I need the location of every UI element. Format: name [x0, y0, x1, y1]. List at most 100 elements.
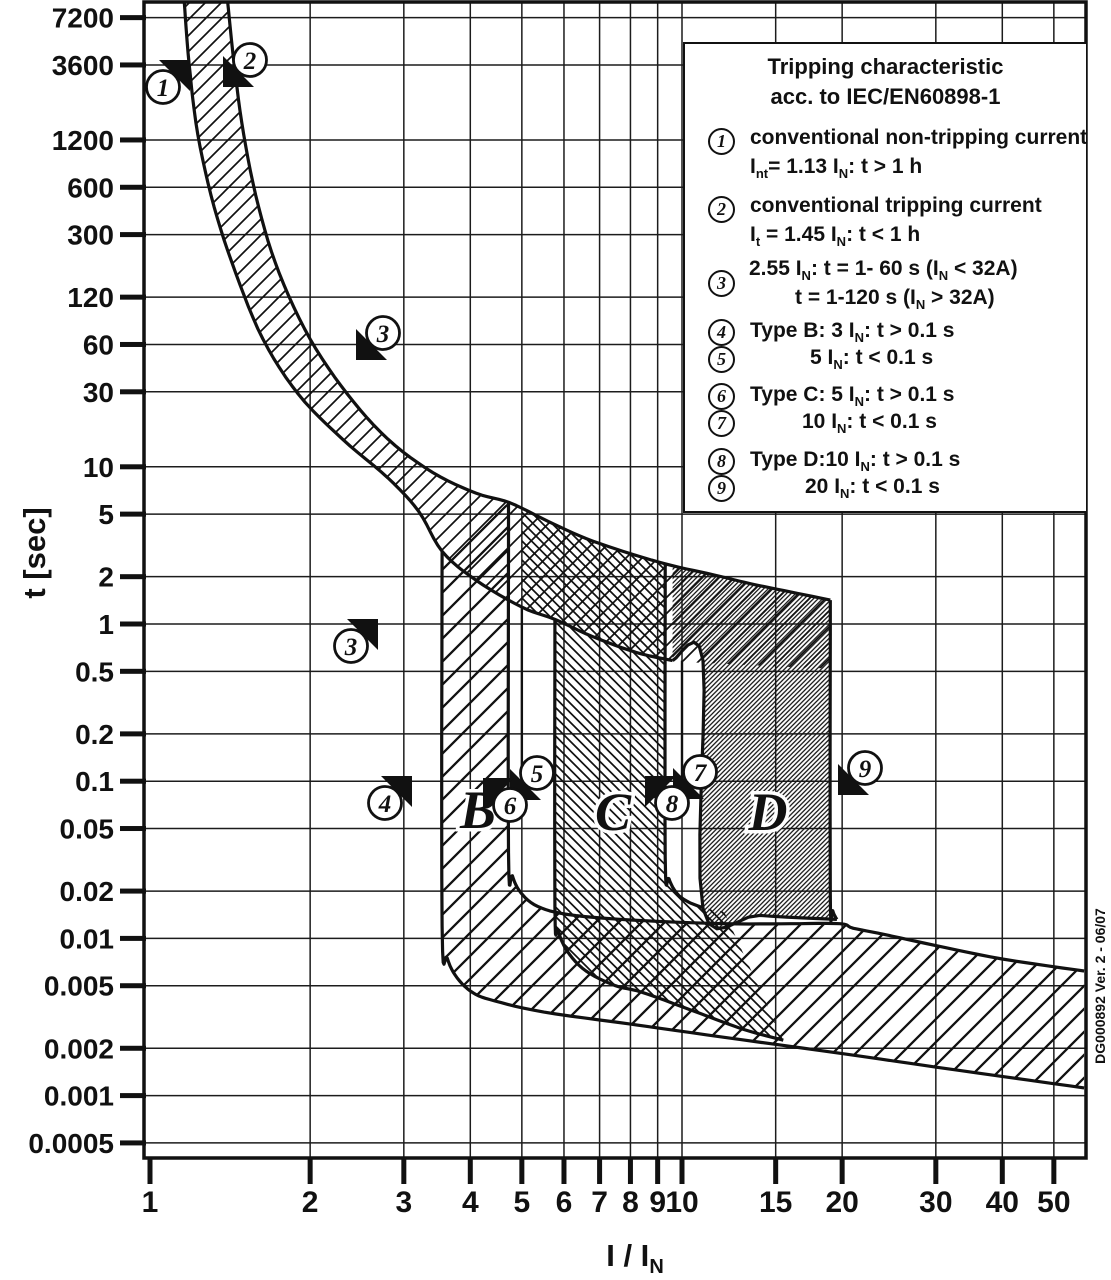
y-tick-1200	[120, 137, 146, 143]
y-tick-600	[120, 184, 146, 190]
band-outlines	[182, 2, 1085, 1090]
lower-thermal-curve	[182, 2, 673, 663]
x-tick-label: 30	[919, 1186, 952, 1219]
band-letter-C: C	[595, 782, 632, 842]
y-tick-label: 0.0005	[28, 1128, 114, 1159]
x-tick-6	[561, 1158, 567, 1184]
legend-item-2-line1: conventional tripping current	[750, 194, 1042, 217]
legend-title-line2: acc. to IEC/EN60898-1	[770, 84, 1001, 109]
x-tick-label: 10	[665, 1186, 698, 1219]
marker-number: 5	[531, 761, 544, 788]
legend-item-2-line2: It = 1.45 IN: t < 1 h	[750, 223, 921, 250]
legend-item-3-line1: 2.55 IN: t = 1- 60 s (IN < 32A)	[749, 257, 1018, 284]
legend-circled-number-2: 2	[708, 195, 735, 223]
plot-frame	[142, 0, 1088, 1160]
band-letter-B: B	[459, 780, 496, 840]
marker-circle	[145, 69, 181, 105]
y-tick-label: 0.001	[44, 1081, 114, 1112]
y-tick-60	[120, 341, 146, 347]
marker-number: 2	[243, 48, 257, 75]
marker-circle	[365, 315, 401, 351]
y-tick-3600	[120, 62, 146, 68]
marker-9-9: 9	[838, 750, 883, 795]
marker-number: 9	[859, 756, 872, 783]
y-tick-label: 7200	[52, 3, 114, 34]
y-tick-10	[120, 464, 146, 470]
band-letters: B C D	[455, 777, 791, 846]
legend-circled-number-1: 1	[708, 127, 735, 155]
marker-circle	[519, 755, 555, 791]
x-tick-5	[519, 1158, 525, 1184]
band-letter-D: D	[748, 782, 788, 842]
y-tick-label: 60	[83, 329, 114, 360]
legend-title-line1: Tripping characteristic	[767, 54, 1004, 79]
y-tick-2	[120, 574, 146, 580]
y-axis-title: t [sec]	[17, 507, 52, 599]
marker-4-4: 4	[367, 776, 412, 821]
x-tick-9	[655, 1158, 661, 1184]
x-tick-3	[401, 1158, 407, 1184]
y-tick-label: 0.01	[60, 923, 115, 954]
marker-number: 1	[157, 75, 170, 102]
legend-item-4-line1: Type B: 3 IN: t > 0.1 s	[750, 319, 955, 346]
x-tick-label: 8	[622, 1186, 639, 1219]
x-tick-50	[1051, 1158, 1057, 1184]
x-tick-2	[307, 1158, 313, 1184]
legend-item-7-line1: 10 IN: t < 0.1 s	[802, 410, 937, 437]
x-tick-30	[933, 1158, 939, 1184]
y-tick-5	[120, 511, 146, 517]
y-tick-0.001	[120, 1093, 146, 1099]
marker-3-3: 3	[333, 619, 378, 664]
x-tick-label: 5	[514, 1186, 531, 1219]
marker-2-1: 2	[223, 42, 268, 87]
legend-circled-number-5: 5	[708, 345, 735, 373]
marker-circle	[232, 42, 268, 78]
marker-8-8: 8	[645, 776, 690, 821]
x-tick-15	[773, 1158, 779, 1184]
x-tick-label: 7	[591, 1186, 608, 1219]
y-tick-0.1	[120, 778, 146, 784]
marker-number: 7	[694, 760, 708, 787]
x-tick-4	[467, 1158, 473, 1184]
x-tick-label: 3	[395, 1186, 412, 1219]
marker-circle	[492, 787, 528, 823]
type-c-band-fill	[521, 507, 784, 1041]
x-tick-label: 2	[302, 1186, 319, 1219]
upper-thermal-curve	[226, 2, 831, 602]
marker-circle	[682, 754, 718, 790]
y-tick-label: 0.1	[75, 766, 114, 797]
y-tick-0.05	[120, 826, 146, 832]
y-tick-30	[120, 389, 146, 395]
x-tick-label: 4	[462, 1186, 479, 1219]
marker-number: 4	[378, 791, 392, 818]
legend-circled-number-8: 8	[708, 447, 735, 475]
legend-item-9-line1: 20 IN: t < 0.1 s	[805, 475, 940, 502]
x-tick-label: 50	[1037, 1186, 1070, 1219]
legend-item-1-line2: Int= 1.13 IN: t > 1 h	[750, 155, 923, 182]
legend-item-1-line1: conventional non-tripping current	[750, 126, 1088, 149]
marker-6-6: 6	[483, 778, 528, 823]
x-tick-label: 15	[759, 1186, 792, 1219]
axis-ticks: 7200360012006003001206030105210.50.20.10…	[28, 3, 1070, 1219]
marker-circle	[333, 628, 369, 664]
y-tick-label: 0.02	[60, 876, 115, 907]
x-axis-title: I / IN	[606, 1238, 664, 1279]
y-tick-label: 2	[98, 562, 114, 593]
marker-1-0: 1	[145, 60, 190, 105]
legend-circled-number-6: 6	[708, 382, 735, 410]
y-tick-0.2	[120, 731, 146, 737]
x-tick-20	[839, 1158, 845, 1184]
y-tick-label: 0.2	[75, 719, 114, 750]
marker-number: 3	[376, 321, 390, 348]
type-c-outer-edge	[553, 619, 784, 1042]
y-tick-0.002	[120, 1045, 146, 1051]
x-tick-7	[597, 1158, 603, 1184]
y-tick-label: 0.002	[44, 1033, 114, 1064]
y-tick-7200	[120, 15, 146, 21]
marker-number: 6	[504, 793, 517, 820]
marker-number: 8	[666, 791, 679, 818]
y-tick-label: 3600	[52, 50, 114, 81]
legend-circled-number-7: 7	[708, 409, 735, 437]
marker-circle	[367, 785, 403, 821]
